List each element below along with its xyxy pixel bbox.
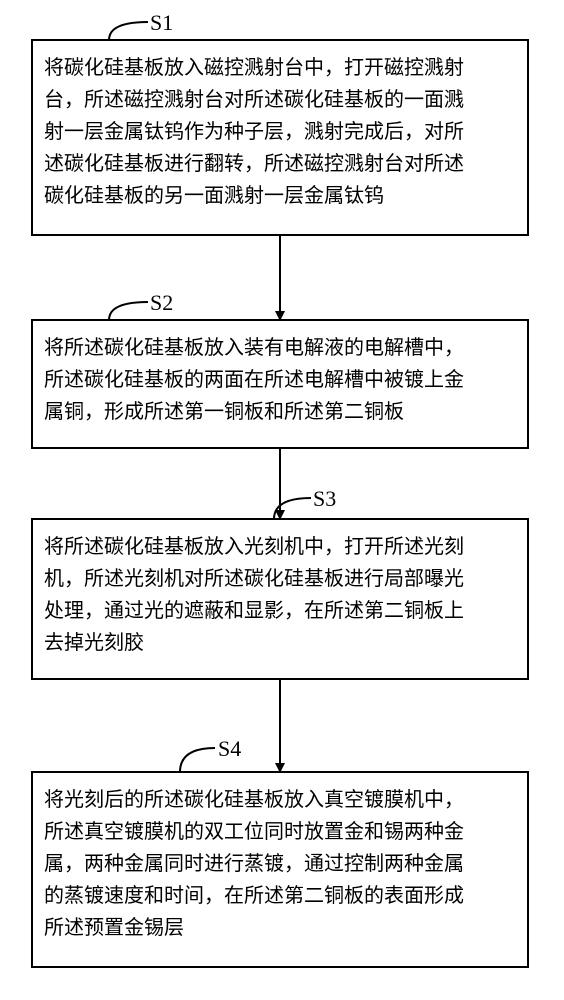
process-text-s1-line3: 述碳化硅基板进行翻转，所述磁控溅射台对所述 (44, 152, 464, 175)
process-text-s4-line3: 的蒸镀速度和时间，在所述第二铜板的表面形成 (44, 884, 464, 907)
process-text-s4-line4: 所述预置金锡层 (44, 916, 184, 939)
process-text-s3-line1: 机，所述光刻机对所述碳化硅基板进行局部曝光 (44, 567, 464, 590)
step-label-s2: S2 (150, 290, 173, 315)
process-text-s3-line3: 去掉光刻胶 (44, 631, 144, 654)
process-text-s2-line2: 属铜，形成所述第一铜板和所述第二铜板 (44, 400, 404, 423)
process-text-s3-line0: 将所述碳化硅基板放入光刻机中，打开所述光刻 (44, 535, 464, 558)
process-text-s3-line2: 处理，通过光的遮蔽和显影，在所述第二铜板上 (44, 599, 464, 622)
process-text-s1-line4: 碳化硅基板的另一面溅射一层金属钛钨 (44, 184, 384, 207)
process-text-s1-line1: 台，所述磁控溅射台对所述碳化硅基板的一面溅 (44, 88, 464, 111)
label-connector-s2 (109, 302, 148, 320)
step-label-s3: S3 (313, 486, 336, 511)
step-label-s1: S1 (150, 10, 173, 35)
process-text-s4-line1: 所述真空镀膜机的双工位同时放置金和锡两种金 (44, 820, 464, 843)
process-text-s4-line0: 将光刻后的所述碳化硅基板放入真空镀膜机中， (44, 788, 464, 811)
process-text-s2-line1: 所述碳化硅基板的两面在所述电解槽中被镀上金 (44, 368, 464, 391)
step-label-s4: S4 (218, 736, 241, 761)
flowchart-diagram: 将碳化硅基板放入磁控溅射台中，打开磁控溅射台，所述磁控溅射台对所述碳化硅基板的一… (0, 0, 564, 1000)
label-connector-s1 (109, 22, 148, 40)
process-text-s4-line2: 属，两种金属同时进行蒸镀，通过控制两种金属 (44, 852, 464, 875)
label-connector-s4 (180, 748, 215, 772)
process-text-s1-line0: 将碳化硅基板放入磁控溅射台中，打开磁控溅射 (44, 56, 464, 79)
process-text-s1-line2: 射一层金属钛钨作为种子层，溅射完成后，对所 (44, 120, 464, 143)
process-text-s2-line0: 将所述碳化硅基板放入装有电解液的电解槽中， (44, 336, 464, 359)
